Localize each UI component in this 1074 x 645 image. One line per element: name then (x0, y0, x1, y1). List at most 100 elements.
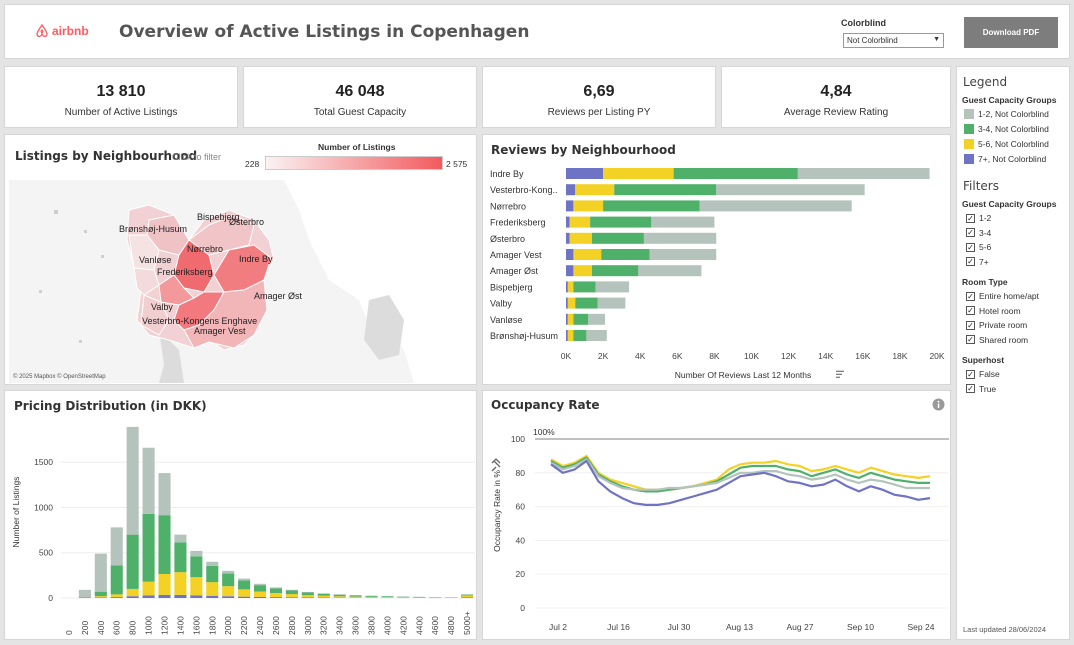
x-tick-label: 5000+ (462, 611, 472, 635)
bar-segment (253, 596, 267, 598)
x-tick-label: Jul 30 (668, 622, 691, 632)
map-label-valby: Valby (151, 302, 173, 312)
legend-swatch (964, 139, 974, 149)
map-label-indre-by: Indre By (239, 254, 273, 264)
checkbox-checked-icon: ✓ (966, 320, 975, 330)
bar-segment (238, 578, 251, 581)
filter-checkbox-superhost[interactable]: ✓ False (966, 368, 1069, 381)
bar-segment (142, 447, 155, 514)
bar-segment (566, 216, 570, 228)
map-attribution: © 2025 Mapbox © OpenStreetMap (13, 373, 106, 380)
download-pdf-button[interactable]: Download PDF (964, 17, 1058, 48)
logo-text: airbnb (52, 24, 89, 38)
airbnb-logo: airbnb (35, 24, 89, 38)
reviews-chart[interactable]: Indre By Vesterbro-Kong.. Nørrebro Frederik… (483, 135, 952, 386)
filter-checkbox-guest[interactable]: ✓ 5-6 (966, 241, 1069, 254)
bar-segment (110, 594, 123, 598)
info-icon[interactable] (932, 398, 945, 411)
legend-label: 5-6, Not Colorblind (978, 139, 1049, 149)
legend-swatch (964, 124, 974, 134)
checkbox-checked-icon: ✓ (966, 242, 975, 252)
bar-segment (110, 597, 123, 598)
map-label-vanlose: Vanløse (139, 255, 171, 265)
filter-checkbox-guest[interactable]: ✓ 7+ (966, 256, 1069, 269)
bar-segment (573, 265, 592, 277)
category-label: Valby (490, 299, 512, 309)
x-tick-label: 800 (128, 621, 138, 635)
colorblind-select[interactable]: Not Colorblind ▼ (843, 33, 944, 48)
bar-segment (673, 168, 798, 179)
filter-checkbox-room[interactable]: ✓ Shared room (966, 334, 1069, 347)
bar-segment (597, 297, 626, 309)
x-tick-label: 6K (672, 351, 683, 361)
bar-segment (269, 597, 283, 598)
category-label: Indre By (490, 169, 524, 179)
pricing-chart[interactable]: 0 500 1000 1500 Number of Listings 0 200 400 600… (5, 391, 478, 641)
x-tick-label: 3800 (367, 616, 377, 635)
map-label-vesterbro-kongens-enghave: Vesterbro-Kongens Enghave (142, 316, 257, 326)
category-label: Nørrebro (490, 201, 526, 211)
bar-segment (638, 265, 702, 277)
legend-item[interactable]: 5-6, Not Colorblind (964, 138, 1069, 150)
checkbox-checked-icon: ✓ (966, 335, 975, 345)
bar-segment (614, 184, 717, 196)
bar-segment (174, 542, 187, 573)
category-label: Frederiksberg (490, 218, 546, 228)
checkbox-label: 3-4 (979, 227, 992, 238)
x-tick-label: 4400 (414, 616, 424, 635)
filter-checkbox-superhost[interactable]: ✓ True (966, 383, 1069, 396)
filter-superhost-title: Superhost (962, 355, 1005, 365)
bar-segment (365, 596, 378, 598)
map-label-amager-vest: Amager Vest (194, 326, 246, 336)
kpi-card-reviews-per-listing: 6,69 Reviews per Listing PY (482, 66, 716, 128)
legend-item[interactable]: 1-2, Not Colorblind (964, 108, 1069, 120)
filter-checkbox-guest[interactable]: ✓ 3-4 (966, 227, 1069, 240)
bar-segment (269, 593, 283, 598)
x-tick-label: 1400 (175, 616, 185, 635)
bar-segment (110, 565, 123, 595)
bar-segment (567, 330, 574, 341)
filter-checkbox-room[interactable]: ✓ Private room (966, 319, 1069, 332)
bar-segment (573, 281, 596, 293)
colorblind-value: Not Colorblind (847, 36, 898, 45)
bar-segment (174, 572, 187, 595)
bar-segment (588, 313, 605, 325)
bar-segment (190, 556, 203, 578)
bar-segment (142, 595, 155, 598)
x-tick-label: 10K (744, 351, 759, 361)
filter-checkbox-guest[interactable]: ✓ 1-2 (966, 212, 1069, 225)
bar-segment (590, 216, 652, 228)
legend-item[interactable]: 3-4, Not Colorblind (964, 123, 1069, 135)
bar-segment (206, 582, 219, 596)
map-label-osterbro: Østerbro (229, 217, 264, 227)
filter-checkbox-room[interactable]: ✓ Entire home/apt (966, 290, 1069, 303)
occupancy-series-line (550, 454, 931, 491)
bar-segment (158, 594, 171, 598)
bar-segment (190, 577, 203, 596)
bar-segment (142, 513, 155, 582)
neighbourhood-map[interactable]: Bispebjerg Østerbro Brønshøj-Husum Nørre… (9, 180, 475, 383)
bar-segment (333, 596, 346, 598)
bar-segment (142, 581, 155, 596)
bar-segment (699, 200, 852, 212)
y-tick-label: 60 (516, 502, 526, 512)
checkbox-checked-icon: ✓ (966, 213, 975, 223)
bar-segment (573, 200, 604, 212)
last-updated: Last updated 28/06/2024 (963, 625, 1046, 634)
x-tick-label: 2400 (255, 616, 265, 635)
bar-segment (174, 594, 187, 598)
occupancy-series-line (550, 459, 931, 507)
legend-item[interactable]: 7+, Not Colorblind (964, 153, 1069, 165)
x-tick-label: 1000 (144, 616, 154, 635)
y-axis-label: Number of Listings (11, 477, 21, 548)
bar-segment (222, 570, 235, 574)
bar-segment (649, 249, 717, 260)
filter-checkbox-room[interactable]: ✓ Hotel room (966, 305, 1069, 318)
x-tick-label: 1200 (160, 616, 170, 635)
occupancy-chart[interactable]: 0 20 40 60 80 100 100% Occupancy Rate in % Jul 2… (483, 391, 952, 641)
bar-segment (238, 580, 251, 590)
bar-segment (566, 265, 574, 277)
x-tick-label: 16K (855, 351, 870, 361)
bar-segment (238, 589, 251, 597)
x-tick-label: 3200 (319, 616, 329, 635)
